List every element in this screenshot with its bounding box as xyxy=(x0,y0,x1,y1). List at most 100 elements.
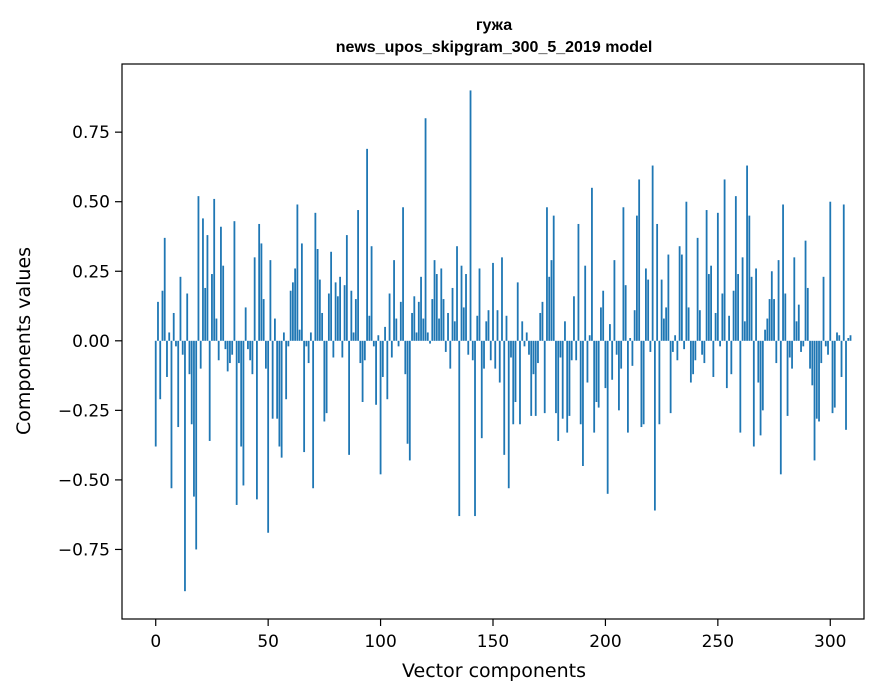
bar-67 xyxy=(305,340,308,347)
bar-145 xyxy=(480,340,483,439)
bar-166 xyxy=(528,340,530,355)
bar-130 xyxy=(447,312,449,341)
bar-239 xyxy=(692,340,695,375)
bar-238 xyxy=(689,340,692,383)
bar-309 xyxy=(849,335,852,341)
bar-299 xyxy=(827,340,829,355)
bar-298 xyxy=(824,340,827,347)
bar-270 xyxy=(761,340,764,411)
bar-73 xyxy=(318,279,321,341)
bar-253 xyxy=(723,179,726,341)
bar-258 xyxy=(734,196,737,341)
bar-234 xyxy=(680,254,683,341)
bar-99 xyxy=(377,335,380,341)
bar-125 xyxy=(435,274,438,341)
bar-135 xyxy=(458,340,461,517)
bar-59 xyxy=(287,340,290,347)
bar-6 xyxy=(168,332,171,341)
bar-290 xyxy=(806,287,809,341)
bar-20 xyxy=(199,340,202,369)
bar-283 xyxy=(791,340,793,369)
bar-87 xyxy=(350,290,353,341)
bar-30 xyxy=(222,265,225,341)
bar-80 xyxy=(334,282,337,341)
bar-284 xyxy=(793,257,796,341)
bar-26 xyxy=(213,198,216,341)
bar-202 xyxy=(609,324,611,341)
bar-293 xyxy=(813,340,816,461)
bar-182 xyxy=(564,321,566,341)
chart-title: гужа xyxy=(476,17,512,34)
bar-176 xyxy=(550,260,553,341)
bar-32 xyxy=(226,340,229,372)
bar-81 xyxy=(336,296,339,341)
bar-109 xyxy=(399,301,402,341)
bar-187 xyxy=(575,340,578,361)
bar-197 xyxy=(597,340,600,408)
bar-35 xyxy=(233,221,236,341)
bar-53 xyxy=(274,318,276,341)
bar-47 xyxy=(260,243,263,341)
bar-45 xyxy=(256,340,258,500)
bar-170 xyxy=(537,340,539,364)
bar-106 xyxy=(393,260,395,341)
bar-27 xyxy=(215,318,218,341)
bar-16 xyxy=(190,340,193,425)
bar-289 xyxy=(804,240,807,341)
bar-34 xyxy=(231,340,234,355)
bar-171 xyxy=(539,312,542,341)
x-tick-label: 200 xyxy=(589,632,621,652)
bar-251 xyxy=(719,340,721,347)
bar-178 xyxy=(555,340,557,414)
bar-221 xyxy=(651,165,654,341)
bar-272 xyxy=(766,318,769,341)
bar-4 xyxy=(163,237,166,341)
bar-57 xyxy=(282,332,285,341)
bar-186 xyxy=(573,296,575,341)
bar-31 xyxy=(224,340,227,350)
bar-117 xyxy=(417,301,420,341)
bar-285 xyxy=(795,321,798,341)
bar-222 xyxy=(653,340,656,511)
bar-257 xyxy=(732,290,735,341)
bar-287 xyxy=(800,340,802,352)
bar-120 xyxy=(424,118,427,341)
bar-194 xyxy=(591,187,593,341)
bar-218 xyxy=(645,268,647,341)
bar-151 xyxy=(494,340,497,369)
bar-152 xyxy=(496,310,499,341)
bar-66 xyxy=(303,340,306,453)
bar-107 xyxy=(395,318,398,341)
bar-306 xyxy=(842,204,845,341)
bar-115 xyxy=(413,296,416,341)
bar-264 xyxy=(748,215,751,341)
bar-108 xyxy=(397,340,400,347)
bar-158 xyxy=(510,340,512,358)
bar-286 xyxy=(797,304,800,341)
bar-105 xyxy=(390,340,393,358)
bar-302 xyxy=(833,340,836,408)
bar-291 xyxy=(809,340,811,369)
bar-303 xyxy=(836,332,838,341)
bar-205 xyxy=(615,340,618,355)
bar-136 xyxy=(460,265,463,341)
bar-225 xyxy=(660,279,663,341)
bar-227 xyxy=(665,307,668,341)
bar-223 xyxy=(656,223,659,341)
x-tick-label: 250 xyxy=(702,632,734,652)
bar-181 xyxy=(561,340,564,419)
bar-294 xyxy=(815,340,818,419)
bar-102 xyxy=(384,326,386,341)
bar-305 xyxy=(840,340,843,377)
bar-224 xyxy=(658,340,661,425)
bar-112 xyxy=(406,340,409,444)
bar-83 xyxy=(341,340,344,358)
x-tick-label: 0 xyxy=(150,632,161,652)
y-axis-ticks: −0.75 −0.50 −0.25 0.00 0.25 0.50 0.75 xyxy=(58,123,122,560)
bar-74 xyxy=(321,312,324,341)
plot-frame xyxy=(121,63,865,620)
bar-208 xyxy=(622,207,625,341)
bar-100 xyxy=(379,340,382,475)
bar-110 xyxy=(402,207,404,341)
bar-76 xyxy=(325,340,328,414)
